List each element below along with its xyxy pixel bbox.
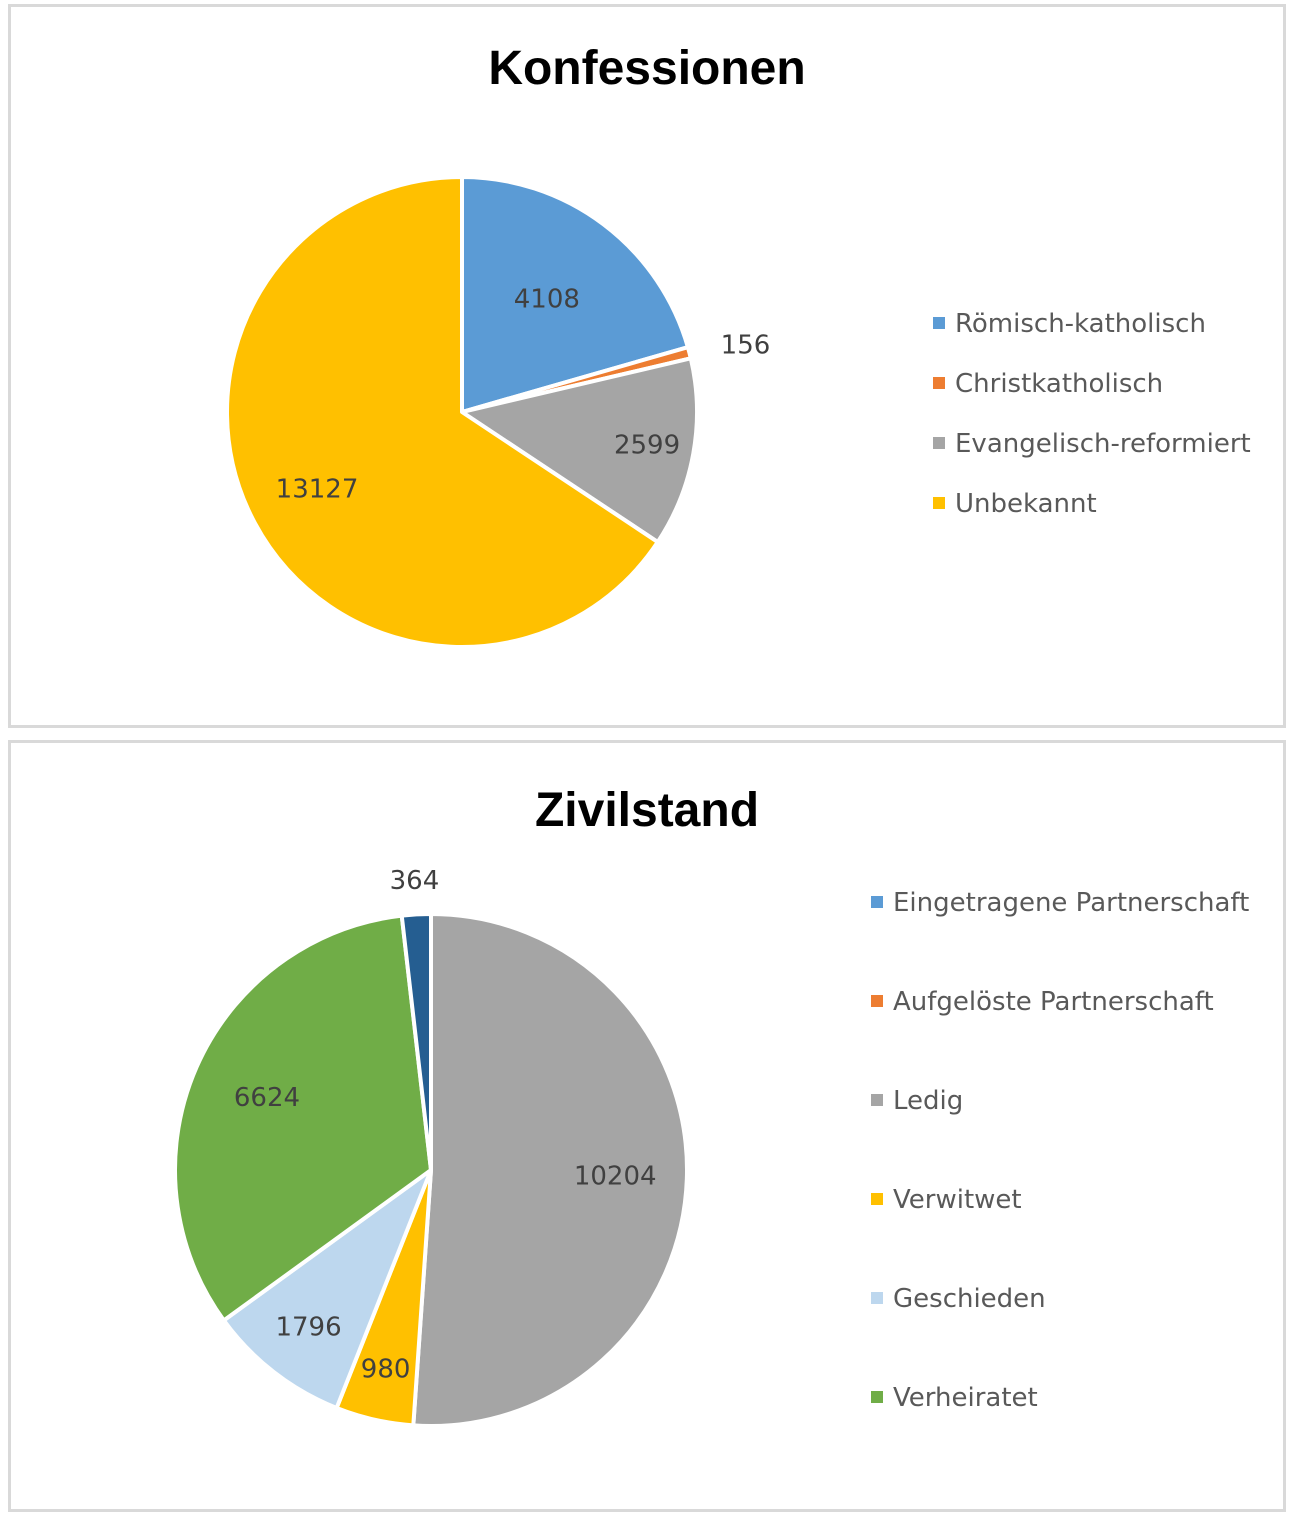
data-label: 156: [721, 331, 771, 361]
chart-title: Konfessionen: [488, 42, 806, 95]
pie-slice: [460, 175, 690, 414]
pie-slice: [399, 912, 433, 1172]
legend-label: Römisch-katholisch: [955, 309, 1206, 339]
legend-swatch: [871, 895, 883, 908]
legend-swatch: [933, 496, 945, 509]
legend-label: Evangelisch-reformiert: [955, 429, 1251, 459]
legend-item-geschieden: Geschieden: [871, 1284, 1046, 1314]
legend-swatch: [871, 1291, 883, 1304]
pie-slice: [173, 913, 433, 1323]
legend-swatch: [933, 376, 945, 389]
legend-label: Geschieden: [893, 1284, 1046, 1314]
data-label: 2599: [614, 430, 680, 460]
pie-chart-zivilstand: 10204 980 1796 6624 364: [173, 866, 689, 1428]
data-label: 13127: [276, 475, 359, 505]
legend-label: Christkatholisch: [955, 369, 1164, 399]
legend-item-eingetragene-partnerschaft: Eingetragene Partnerschaft: [871, 888, 1249, 918]
legend-label: Verwitwet: [893, 1185, 1022, 1215]
legend-item-christkatholisch: Christkatholisch: [933, 369, 1163, 399]
data-label: 10204: [574, 1161, 657, 1191]
legend-swatch: [871, 1192, 883, 1205]
legend-swatch: [871, 1390, 883, 1403]
data-label: 364: [390, 866, 440, 896]
legend-item-unbekannt: Unbekannt: [933, 489, 1097, 519]
legend-item-roemisch-katholisch: Römisch-katholisch: [933, 309, 1206, 339]
pie-slice: [411, 912, 689, 1428]
legend-item-ledig: Ledig: [871, 1086, 963, 1116]
chart-konfessionen: Konfessionen 4108 156 2599 13127 Römisch-ka…: [8, 4, 1286, 728]
data-label: 1796: [275, 1313, 341, 1343]
data-label: 980: [361, 1355, 411, 1385]
pie-slice: [460, 356, 699, 545]
data-label: 4108: [514, 284, 580, 314]
legend-label: Verheiratet: [893, 1383, 1038, 1413]
legend-swatch: [871, 994, 883, 1007]
legend-swatch: [933, 436, 945, 449]
legend-label: Eingetragene Partnerschaft: [893, 888, 1250, 918]
legend-label: Unbekannt: [955, 489, 1097, 519]
legend-item-verheiratet: Verheiratet: [871, 1383, 1038, 1413]
pie-slice: [225, 175, 660, 649]
legend-swatch: [933, 316, 945, 329]
legend-item-verwitwet: Verwitwet: [871, 1185, 1022, 1215]
chart-title: Zivilstand: [534, 784, 760, 837]
pie-slice: [221, 1168, 433, 1410]
legend-label: Aufgelöste Partnerschaft: [893, 987, 1214, 1017]
pie-chart-konfessionen: 4108 156 2599 13127: [225, 175, 771, 649]
legend-swatch: [871, 1093, 883, 1106]
chart-zivilstand: Zivilstand 10204 980 1796 6624 364 Eingetrag…: [8, 740, 1286, 1512]
legend-label: Ledig: [893, 1086, 964, 1116]
legend-item-aufgeloeste-partnerschaft: Aufgelöste Partnerschaft: [871, 987, 1214, 1017]
data-label: 6624: [234, 1083, 300, 1113]
legend-item-evangelisch-reformiert: Evangelisch-reformiert: [933, 429, 1251, 459]
